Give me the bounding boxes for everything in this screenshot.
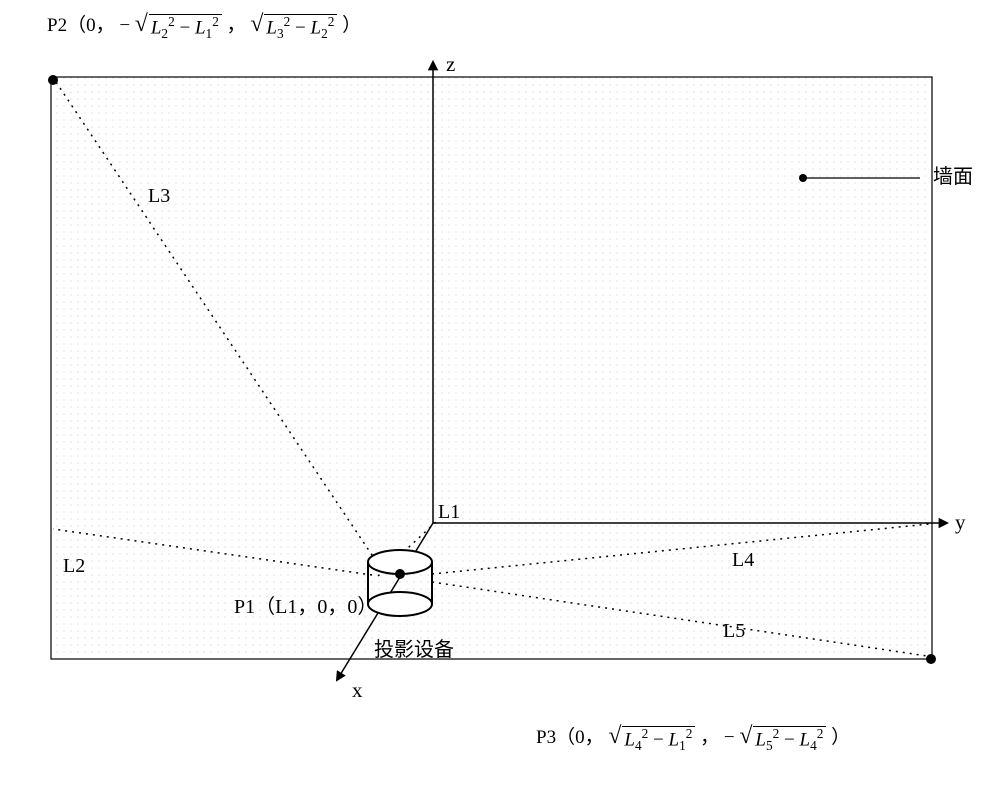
point-P2-dot: [48, 75, 58, 85]
label-L4: L4: [732, 550, 754, 570]
diagram-stage: z y x L1 L2 L3 L4 L5 投影设备 墙面 P1（L1，0，0） …: [0, 0, 1000, 790]
wall-label: 墙面: [933, 167, 973, 187]
label-L1: L1: [438, 502, 460, 522]
projector-label: 投影设备: [374, 640, 454, 660]
point-P1-label: P1（L1，0，0）: [234, 597, 377, 617]
p2-suffix: ）: [342, 15, 361, 36]
point-P3-label: P3（0， √ L42 − L12 ， − √ L52 − L42 ）: [536, 726, 850, 752]
axis-z-label: z: [446, 54, 455, 75]
wall-leader-dot: [799, 174, 807, 182]
label-L5: L5: [723, 621, 745, 641]
p2-sqrt2: √ L32 − L22: [250, 14, 337, 40]
point-P1-dot: [395, 569, 405, 579]
wall-rect: [51, 77, 932, 659]
diagram-svg: [0, 0, 1000, 790]
label-L2: L2: [63, 556, 85, 576]
point-P3-dot: [926, 654, 936, 664]
p3-suffix: ）: [831, 727, 850, 748]
p3-prefix: P3（0，: [536, 727, 604, 748]
p3-neg2: −: [724, 727, 735, 748]
p3-sqrt2: √ L52 − L42: [739, 726, 826, 752]
axis-x-label: x: [352, 680, 363, 701]
axis-y-label: y: [955, 512, 966, 533]
p3-comma: ，: [700, 727, 719, 748]
p2-comma: ，: [227, 15, 246, 36]
label-L3: L3: [148, 186, 170, 206]
p3-sqrt1: √ L42 − L12: [608, 726, 695, 752]
p2-sqrt1: √ L22 − L12: [135, 14, 222, 40]
point-P2-label: P2（0， − √ L22 − L12 ， √ L32 − L22 ）: [47, 14, 361, 40]
p2-neg1: −: [119, 15, 130, 36]
p2-prefix: P2（0，: [47, 15, 115, 36]
